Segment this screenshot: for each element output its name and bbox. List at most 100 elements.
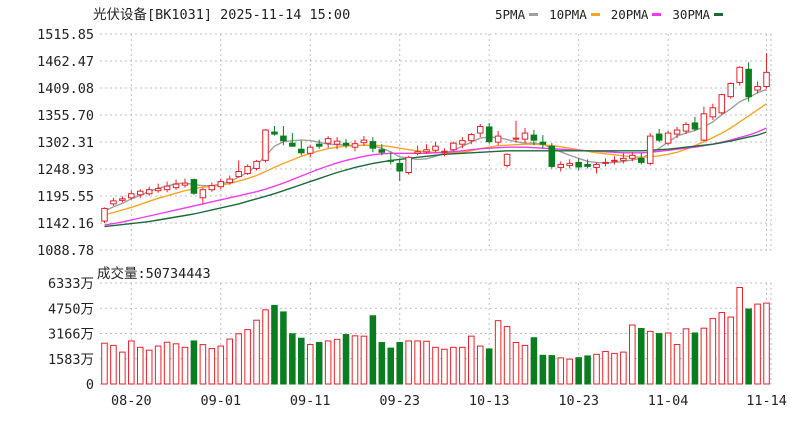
legend-swatch [529,13,539,16]
volume-bar [450,346,457,385]
volume-bar [226,338,234,385]
candle-body [271,131,278,135]
volume-bar [682,328,690,385]
volume-bar [646,330,654,385]
candle-body [512,137,520,140]
volume-bar [602,350,609,385]
candle-body [163,185,171,191]
volume-bar [557,357,565,385]
candle-body [727,82,735,98]
price-y-tick-label: 1302.31 [37,135,94,151]
x-tick-label: 09-01 [200,393,241,409]
price-y-tick-label: 1515.85 [37,27,94,43]
legend-swatch [652,13,662,16]
price-y-tick-label: 1409.08 [37,81,94,97]
x-tick-label: 09-11 [290,393,331,409]
legend-swatch [714,13,724,16]
candle-body [584,163,591,167]
volume-y-tick-label: 1583万 [48,352,94,368]
volume-bar [727,316,735,385]
price-y-tick-label: 1088.78 [37,243,94,259]
price-y-tick-label: 1248.93 [37,162,94,178]
candle-body [691,122,699,130]
volume-bar [530,337,538,385]
candle-body [342,142,350,146]
volume-bar [217,345,225,385]
volume-bar [718,312,726,385]
candle-body [476,125,484,134]
volume-bar [154,345,162,385]
candle-body [414,151,421,154]
candle-body [387,159,395,162]
ma-legend: 5PMA 10PMA 20PMA 30PMA [495,4,734,26]
volume-bar [119,351,126,385]
candle-body [494,135,502,143]
volume-bar [128,340,135,385]
volume-bar [324,340,332,385]
candle-body [378,149,386,153]
candle-body [145,189,153,195]
volume-bar [664,332,672,385]
volume-bar [235,333,242,385]
volume-bar [441,348,448,385]
candle-body [226,178,234,184]
candle-body [736,66,743,83]
volume-bar [244,329,251,385]
volume-bar [163,341,171,385]
x-tick-label: 09-23 [379,393,420,409]
candle-body [485,126,493,143]
candle-body [637,157,645,163]
volume-y-tick-label: 3166万 [48,327,94,343]
price-y-tick-label: 1142.16 [37,216,94,232]
candle-body [629,154,636,159]
candle-body [208,185,216,191]
candle-body [324,138,332,144]
volume-bar [271,304,278,385]
volume-bar [548,355,556,385]
legend-item-5pma: 5PMA [495,4,539,26]
volume-bar [315,342,323,385]
candle-body [459,140,466,145]
chart-title: 光伏设备[BK1031] 2025-11-14 15:00 [93,7,351,23]
candle-body [253,160,260,169]
volume-bar [494,320,502,385]
volume-title: 成交量:50734443 [97,266,211,282]
ma-line-10pma [104,103,767,216]
candle-body [611,159,618,162]
volume-bar [378,342,386,385]
candle-body [530,134,538,141]
candle-body [119,198,126,201]
volume-y-tick-label: 4750万 [48,301,94,317]
candle-body [315,143,323,147]
ma-line-30pma [104,131,767,228]
x-tick-label: 10-13 [469,393,510,409]
price-y-tick-label: 1195.55 [37,189,94,205]
candle-body [682,123,690,132]
volume-bar [459,346,466,385]
volume-bar [709,318,717,385]
candle-body [360,139,368,144]
ma-line-20pma [104,127,767,226]
volume-bar [351,335,359,385]
x-tick-label: 11-04 [648,393,689,409]
volume-bar [190,340,198,385]
candle-body [101,207,108,222]
price-y-tick-label: 1355.70 [37,108,94,124]
candle-body [754,86,761,91]
volume-bar [387,347,395,385]
candle-body [405,156,412,174]
x-tick-label: 08-20 [111,393,152,409]
candle-body [217,181,225,188]
candle-body [763,71,770,88]
candle-body [136,190,144,196]
volume-bar [369,315,377,385]
volume-bar [629,324,636,385]
volume-bar [521,344,529,385]
candle-body [539,141,547,145]
candle-body [262,129,269,161]
volume-bar [673,343,681,385]
volume-bar [620,351,627,385]
candle-body [280,135,287,142]
candle-body [190,179,198,194]
candle-body [548,145,556,167]
